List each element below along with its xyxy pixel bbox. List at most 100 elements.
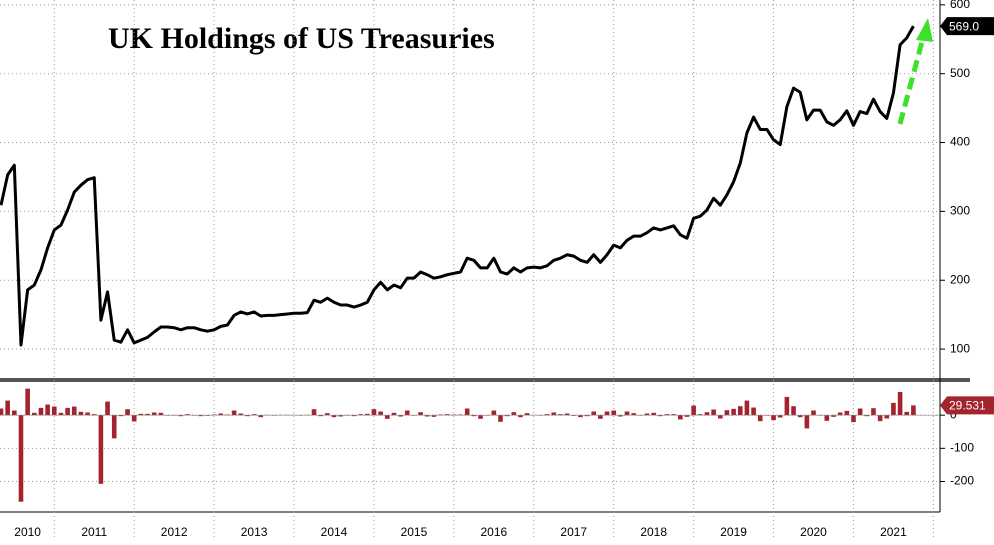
bar <box>624 411 630 416</box>
bar <box>771 415 776 421</box>
bar <box>351 415 357 417</box>
bar <box>498 415 503 422</box>
y-tick-label: 200 <box>950 272 970 286</box>
bar <box>664 414 670 416</box>
bar <box>698 414 703 416</box>
x-tick-label: 2010 <box>14 525 41 539</box>
bar <box>111 415 117 439</box>
bar <box>431 415 437 417</box>
bar <box>751 407 756 416</box>
x-tick-label: 2019 <box>720 525 747 539</box>
bar <box>851 415 856 423</box>
bar <box>205 415 210 416</box>
bar <box>444 414 450 416</box>
bar <box>591 411 597 416</box>
bar <box>231 410 237 416</box>
bar <box>558 414 563 416</box>
bar <box>678 415 683 420</box>
value-tag <box>940 396 994 415</box>
bar <box>18 415 24 502</box>
bar <box>837 412 843 416</box>
y-tick-label: 600 <box>950 0 970 11</box>
bar <box>804 415 810 429</box>
bar <box>225 414 230 416</box>
x-tick-label: 2012 <box>161 525 188 539</box>
panel-separator <box>0 378 970 382</box>
bar <box>511 412 517 416</box>
bar <box>145 413 150 416</box>
bar <box>731 408 736 416</box>
x-tick-label: 2014 <box>321 525 348 539</box>
bar <box>51 406 57 416</box>
bar <box>658 415 663 417</box>
bar <box>198 415 204 417</box>
bar <box>78 411 84 416</box>
bar <box>138 413 144 416</box>
arrow-shaft <box>897 37 926 125</box>
bar <box>258 415 264 418</box>
trend-arrow <box>897 18 933 125</box>
arrow-head <box>916 18 933 42</box>
bar <box>844 410 850 416</box>
x-tick-label: 2018 <box>640 525 667 539</box>
bar <box>98 415 104 484</box>
bar <box>365 413 370 416</box>
bar <box>864 415 870 417</box>
y-tick-label: -100 <box>950 440 974 454</box>
bar <box>691 405 696 416</box>
bar <box>504 415 510 417</box>
value-tag-label: 29.531 <box>949 399 986 413</box>
bar <box>644 413 650 416</box>
bar <box>438 414 443 416</box>
bar <box>125 409 130 416</box>
bar <box>717 415 723 419</box>
bar <box>178 415 184 417</box>
bar <box>151 412 157 416</box>
bar <box>91 414 97 416</box>
bar <box>391 412 397 416</box>
bar <box>598 415 603 419</box>
bar <box>797 415 803 418</box>
bar <box>897 391 903 416</box>
bar <box>631 413 636 416</box>
bar <box>458 414 463 416</box>
bar <box>118 415 124 417</box>
bar <box>0 408 4 416</box>
bar <box>105 401 110 416</box>
line-series <box>0 25 915 347</box>
bar <box>85 412 90 416</box>
bar <box>338 415 343 417</box>
bar <box>358 414 363 416</box>
bar <box>544 414 550 416</box>
bar <box>911 405 916 416</box>
bar <box>784 396 790 416</box>
bar <box>71 406 77 416</box>
bar <box>65 407 70 416</box>
bar <box>564 413 570 416</box>
bar <box>311 409 317 416</box>
y-tick-label: 400 <box>950 135 970 149</box>
bar <box>25 388 30 416</box>
bar <box>238 413 244 416</box>
bar <box>884 415 890 419</box>
bar <box>891 402 896 416</box>
bar <box>757 415 763 422</box>
bar <box>245 415 250 417</box>
bar <box>398 415 403 417</box>
bar <box>58 412 64 416</box>
x-tick-label: 2016 <box>480 525 507 539</box>
bar <box>518 415 523 418</box>
bar <box>871 408 876 416</box>
bar <box>418 412 423 416</box>
x-tick-label: 2020 <box>800 525 827 539</box>
bar <box>877 415 883 422</box>
bar <box>384 415 390 419</box>
bar <box>618 415 623 417</box>
x-tick-label: 2015 <box>401 525 428 539</box>
bar <box>831 415 836 417</box>
value-tag-label: 569.0 <box>949 19 979 33</box>
y-tick-label: 500 <box>950 66 970 80</box>
bar <box>471 415 477 417</box>
bar <box>5 400 10 416</box>
bar <box>777 415 783 418</box>
